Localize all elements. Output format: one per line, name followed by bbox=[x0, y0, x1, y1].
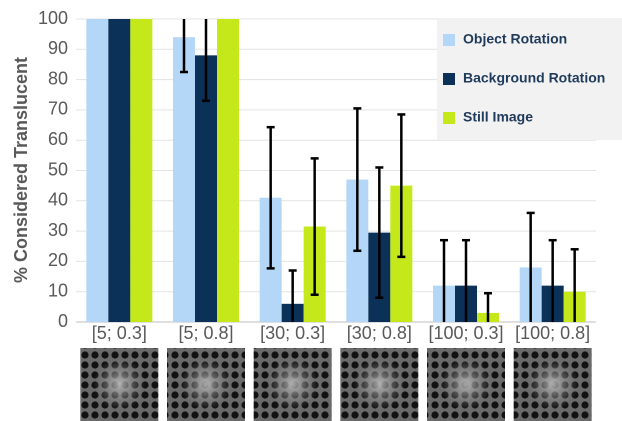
thumbnail-object bbox=[180, 358, 232, 410]
x-tick-label: [100; 0.8] bbox=[515, 323, 590, 343]
thumbnail-object bbox=[267, 358, 319, 410]
x-tick-label: [5; 0.8] bbox=[178, 323, 233, 343]
y-tick-label: 50 bbox=[48, 159, 68, 179]
y-tick-label: 30 bbox=[48, 220, 68, 240]
bar bbox=[130, 19, 152, 322]
y-axis-title: % Considered Translucent bbox=[11, 57, 31, 283]
y-tick-label: 40 bbox=[48, 190, 68, 210]
thumbnails bbox=[80, 348, 591, 421]
legend-label: Object Rotation bbox=[463, 31, 567, 47]
thumbnail-object bbox=[440, 358, 492, 410]
bar bbox=[173, 37, 195, 322]
x-tick-label: [100; 0.3] bbox=[428, 323, 503, 343]
bar bbox=[108, 19, 130, 322]
legend-swatch bbox=[443, 73, 455, 85]
x-tick-label: [30; 0.8] bbox=[347, 323, 412, 343]
x-tick-label: [5; 0.3] bbox=[92, 323, 147, 343]
thumbnail bbox=[427, 348, 505, 421]
bar bbox=[86, 19, 108, 322]
legend-swatch bbox=[443, 34, 455, 46]
y-tick-label: 10 bbox=[48, 280, 68, 300]
y-tick-label: 100 bbox=[38, 8, 68, 28]
legend-swatch bbox=[443, 112, 455, 124]
y-tick-label: 0 bbox=[58, 311, 68, 331]
thumbnail-object bbox=[93, 358, 145, 410]
y-tick-label: 70 bbox=[48, 99, 68, 119]
y-tick-label: 60 bbox=[48, 129, 68, 149]
thumbnail bbox=[167, 348, 245, 421]
thumbnail bbox=[80, 348, 158, 421]
y-tick-label: 20 bbox=[48, 250, 68, 270]
thumbnail-object bbox=[353, 358, 405, 410]
thumbnail bbox=[514, 348, 592, 421]
legend-label: Still Image bbox=[463, 109, 533, 125]
chart: 0 10 20 30 40 50 60 70 80 90 100 [5; 0.3] [5; 0.8] [3… bbox=[0, 0, 622, 421]
legend: Object Rotation Background Rotation Still … bbox=[437, 18, 622, 140]
thumbnail bbox=[254, 348, 332, 421]
thumbnail-object bbox=[527, 358, 579, 410]
bar bbox=[217, 19, 239, 322]
legend-label: Background Rotation bbox=[463, 70, 605, 86]
y-tick-label: 80 bbox=[48, 68, 68, 88]
thumbnail bbox=[340, 348, 418, 421]
x-tick-label: [30; 0.3] bbox=[260, 323, 325, 343]
y-tick-label: 90 bbox=[48, 38, 68, 58]
